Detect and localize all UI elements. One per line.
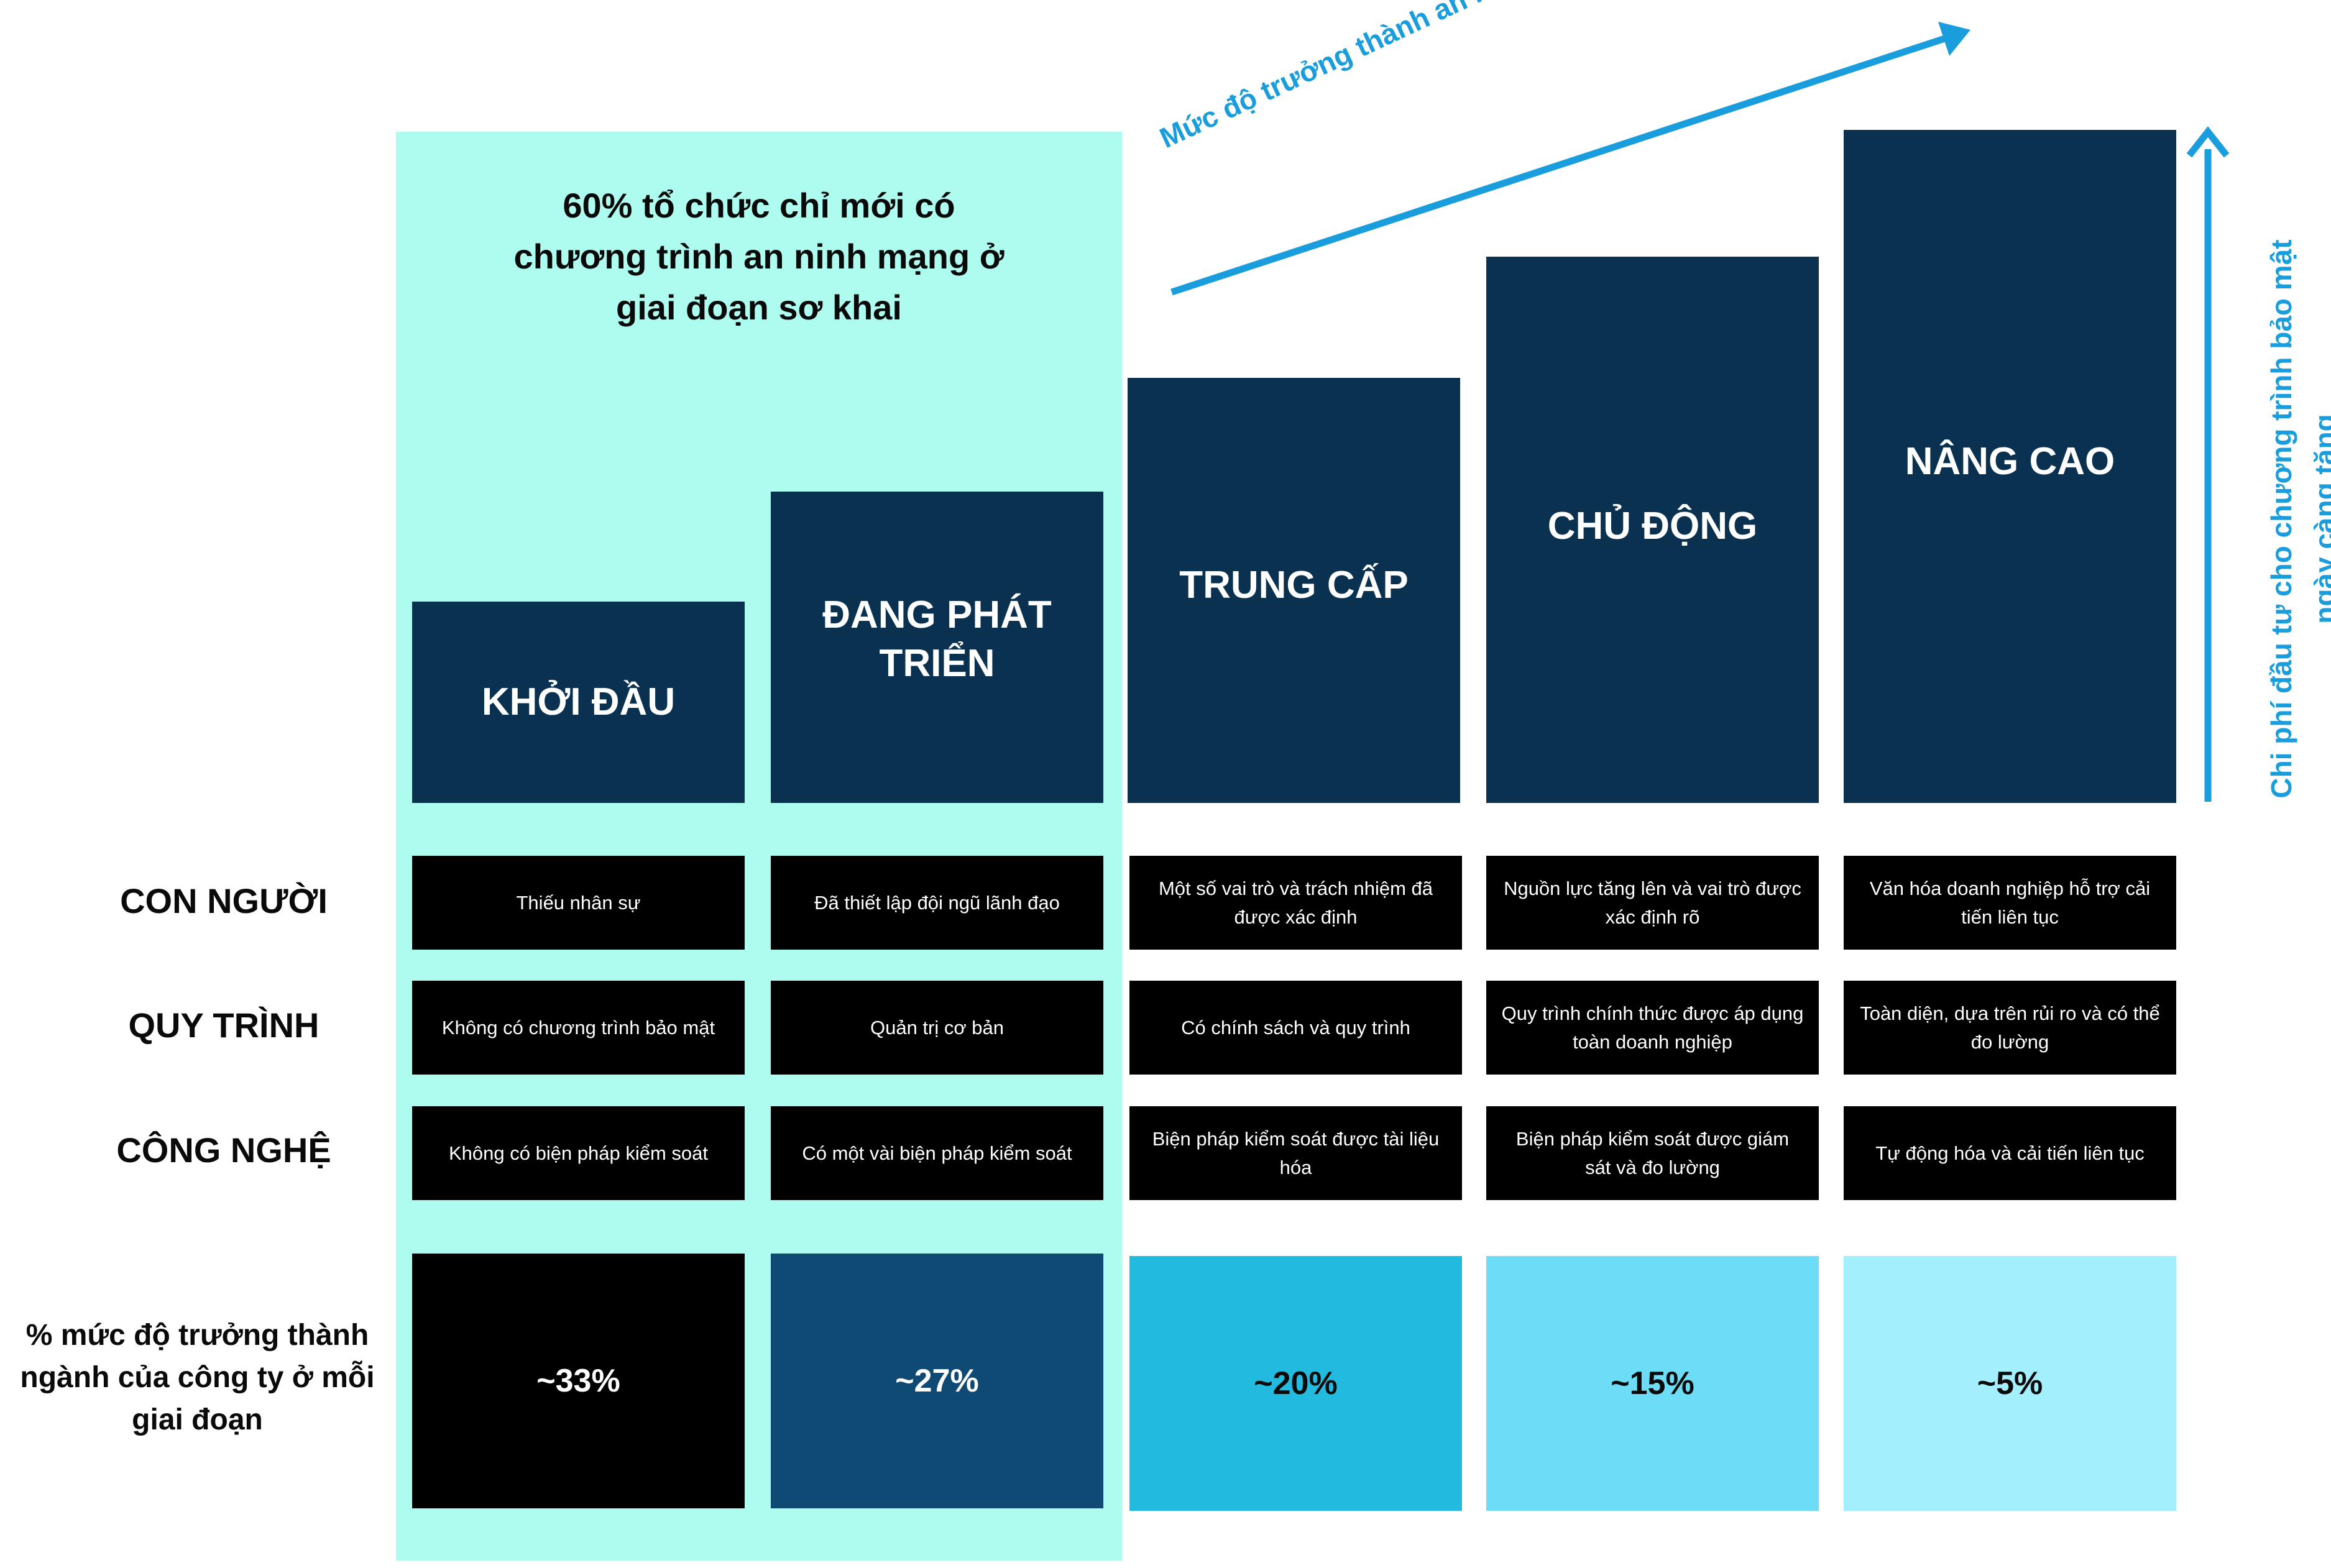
technology-cell: Có một vài biện pháp kiểm soát	[771, 1106, 1103, 1200]
row-label-process: QUY TRÌNH	[128, 1006, 320, 1045]
people-cell: Thiếu nhân sự	[412, 856, 745, 950]
percent-box-dang-phat-trien: ~27%	[771, 1254, 1103, 1508]
technology-cell: Biện pháp kiểm soát được giám sát và đo …	[1486, 1106, 1819, 1200]
percent-row-label-line-3: giai đoạn	[132, 1403, 263, 1436]
investment-arrowhead	[2186, 126, 2230, 158]
stage-chu-dong: CHỦ ĐỘNG	[1486, 257, 1819, 803]
percent-row-label-line-2: ngành của công ty ở mỗi	[20, 1361, 375, 1394]
people-cell: Nguồn lực tăng lên và vai trò được xác đ…	[1486, 856, 1819, 950]
stage-dang-phat-trien: ĐANG PHÁT TRIỂN	[771, 492, 1103, 803]
investment-arrow-label: Chi phí đầu tư cho chương trình bảo mật …	[2260, 208, 2331, 830]
process-cell: Quản trị cơ bản	[771, 981, 1103, 1075]
headline: 60% tổ chức chỉ mới có chương trình an n…	[396, 180, 1122, 333]
stage-label-line-1: ĐANG PHÁT	[822, 594, 1052, 636]
people-cell: Văn hóa doanh nghiệp hỗ trợ cải tiến liê…	[1844, 856, 2176, 950]
people-cell: Đã thiết lập đội ngũ lãnh đạo	[771, 856, 1103, 950]
row-label-technology: CÔNG NGHỆ	[116, 1130, 331, 1170]
row-label-people: CON NGƯỜI	[120, 881, 328, 920]
stage-khoi-dau: KHỞI ĐẦU	[412, 602, 745, 803]
percent-box-trung-cap: ~20%	[1129, 1256, 1462, 1511]
investment-arrow-label-line-1: Chi phí đầu tư cho chương trình bảo mật	[2265, 239, 2297, 799]
stage-label: ĐANG PHÁT TRIỂN	[788, 591, 1087, 688]
headline-line-1: 60% tổ chức chỉ mới có	[563, 186, 955, 225]
technology-cell: Tự động hóa và cải tiến liên tục	[1844, 1106, 2176, 1200]
stage-trung-cap: TRUNG CẤP	[1128, 378, 1460, 803]
stage-label: KHỞI ĐẦU	[481, 681, 676, 723]
stage-label: TRUNG CẤP	[1179, 564, 1409, 607]
process-cell: Không có chương trình bảo mật	[412, 981, 745, 1075]
maturity-arrowhead	[1938, 22, 1970, 56]
stage-label: NÂNG CAO	[1905, 440, 2115, 483]
technology-cell: Biện pháp kiểm soát được tài liệu hóa	[1129, 1106, 1462, 1200]
process-cell: Quy trình chính thức được áp dụng toàn d…	[1486, 981, 1819, 1075]
investment-arrow-label-line-2: ngày càng tăng	[2309, 414, 2331, 624]
maturity-arrow-label: Mức độ trưởng thành an ninh mạng ngày cà…	[1154, 0, 1808, 155]
stage-label-line-2: TRIỂN	[879, 642, 995, 685]
process-cell: Có chính sách và quy trình	[1129, 981, 1462, 1075]
percent-row-label-line-1: % mức độ trưởng thành	[25, 1319, 369, 1352]
percent-row-label: % mức độ trưởng thành ngành của công ty …	[0, 1314, 395, 1441]
percent-box-khoi-dau: ~33%	[412, 1254, 745, 1508]
stage-nang-cao: NÂNG CAO	[1844, 130, 2176, 803]
people-cell: Một số vai trò và trách nhiệm đã được xá…	[1129, 856, 1462, 950]
percent-box-chu-dong: ~15%	[1486, 1256, 1819, 1511]
technology-cell: Không có biện pháp kiểm soát	[412, 1106, 745, 1200]
process-cell: Toàn diện, dựa trên rủi ro và có thể đo …	[1844, 981, 2176, 1075]
percent-box-nang-cao: ~5%	[1844, 1256, 2176, 1511]
headline-line-2: chương trình an ninh mạng ở	[513, 237, 1005, 276]
headline-line-3: giai đoạn sơ khai	[616, 288, 902, 327]
stage-label: CHỦ ĐỘNG	[1547, 505, 1758, 548]
